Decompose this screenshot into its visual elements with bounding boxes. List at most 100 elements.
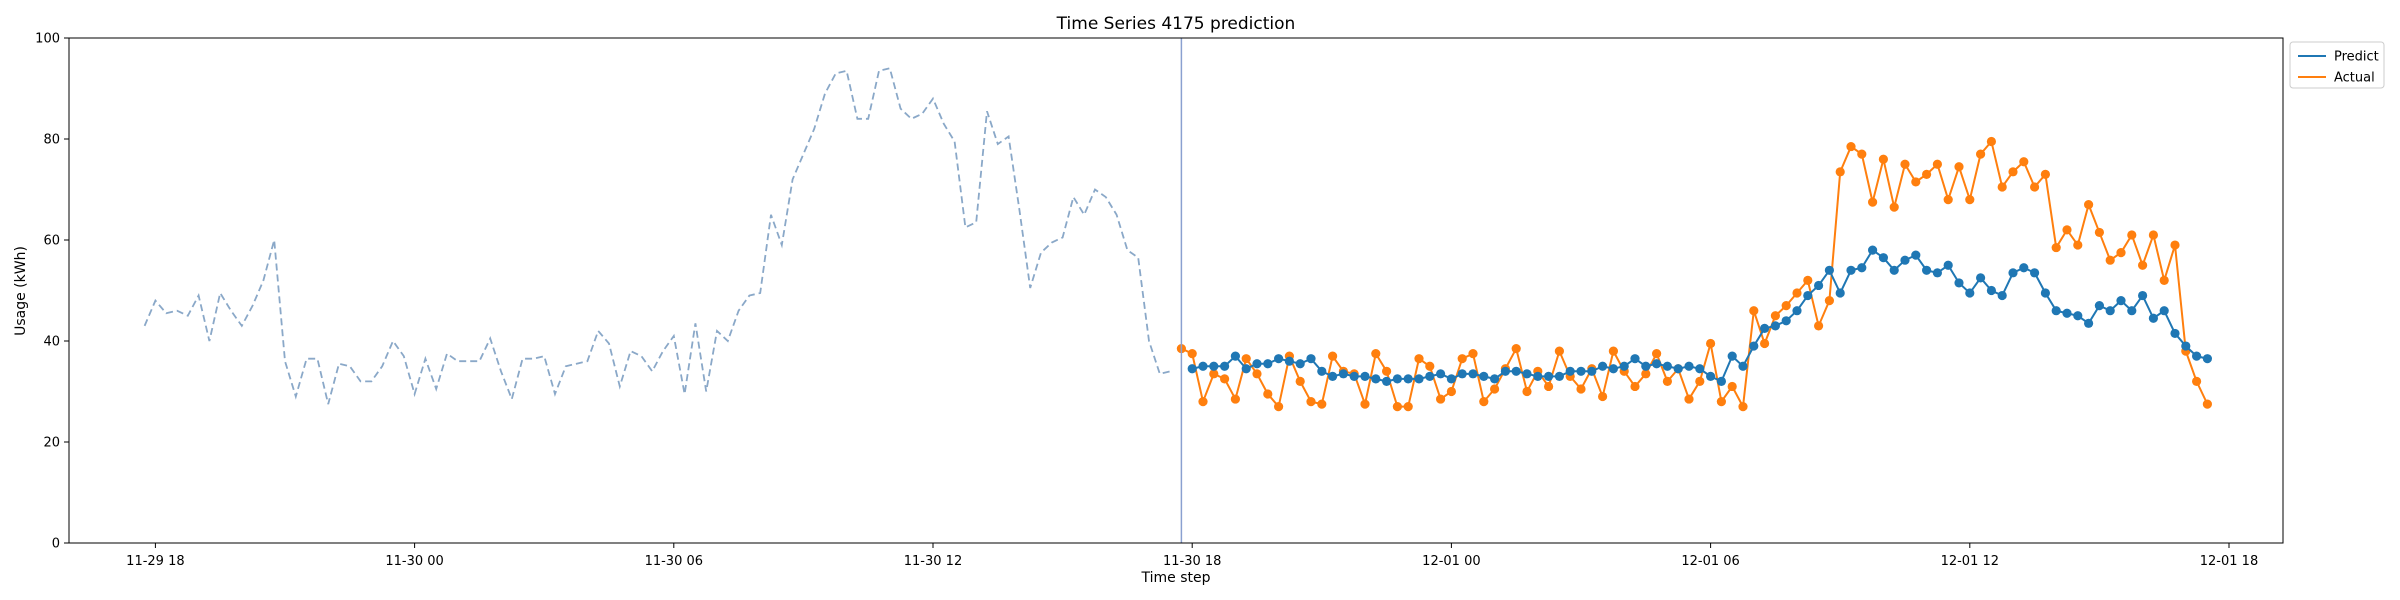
actual-series	[1176, 136, 2212, 412]
predict-point	[1446, 374, 1456, 384]
predict-line	[1191, 248, 2208, 383]
predict-point	[2030, 268, 2040, 278]
y-tick-label: 20	[43, 436, 60, 451]
actual-point	[2051, 242, 2061, 253]
actual-point	[1414, 354, 1424, 364]
actual-point	[1652, 349, 1662, 359]
actual-point	[1814, 321, 1824, 331]
actual-point	[1608, 346, 1618, 356]
predict-point	[1349, 371, 1359, 381]
legend-label: Predict	[2334, 50, 2379, 65]
predict-point	[1716, 376, 1726, 386]
predict-point	[1803, 290, 1813, 301]
actual-point	[1760, 338, 1770, 349]
predict-point	[2202, 354, 2212, 364]
predict-point	[1220, 361, 1230, 371]
y-tick-label: 0	[52, 537, 60, 552]
actual-point	[1598, 391, 1608, 402]
predict-point	[2062, 308, 2072, 318]
actual-point	[1382, 366, 1392, 376]
predict-point	[1576, 366, 1586, 376]
actual-point	[1868, 197, 1878, 207]
actual-point	[1911, 177, 1921, 187]
actual-point	[1997, 182, 2007, 192]
predict-point	[1889, 265, 1899, 275]
predict-point	[1598, 361, 1608, 371]
actual-point	[2062, 225, 2072, 235]
predict-point	[1360, 371, 1370, 381]
predict-point	[2138, 290, 2148, 301]
actual-point	[2148, 230, 2158, 240]
actual-point	[1824, 296, 1834, 306]
actual-point	[2084, 200, 2094, 210]
predict-point	[1770, 321, 1780, 331]
actual-point	[1662, 376, 1672, 386]
predict-point	[1749, 341, 1759, 351]
actual-point	[1738, 402, 1748, 412]
predict-point	[2105, 306, 2115, 316]
predict-point	[1652, 359, 1662, 369]
actual-point	[1274, 402, 1284, 412]
actual-point	[2138, 260, 2148, 270]
predict-point	[1490, 374, 1500, 384]
actual-point	[2019, 157, 2029, 167]
actual-point	[1803, 275, 1813, 285]
predict-point	[2181, 341, 2191, 351]
predict-point	[1792, 306, 1802, 316]
actual-point	[1511, 343, 1521, 354]
history-line	[143, 67, 1171, 405]
predict-point	[1544, 371, 1554, 381]
actual-point	[1425, 361, 1435, 371]
actual-point	[1706, 338, 1716, 349]
predict-point	[2159, 306, 2169, 316]
x-axis: 11-29 18 11-30 00 11-30 06 11-30 12 11-30 18…	[126, 543, 2258, 569]
x-tick-label: 11-30 18	[1163, 554, 1221, 569]
predict-point	[1522, 369, 1532, 379]
predict-point	[1878, 253, 1888, 263]
y-tick-label: 100	[35, 32, 60, 47]
predict-point	[1922, 265, 1932, 275]
actual-point	[1922, 169, 1932, 179]
predict-point	[1425, 371, 1435, 381]
legend-label: Actual	[2334, 71, 2375, 86]
predict-point	[1436, 369, 1446, 379]
actual-point	[1727, 381, 1737, 392]
x-tick-label: 11-30 12	[904, 554, 962, 569]
predict-point	[1371, 374, 1381, 384]
predict-point	[1662, 361, 1672, 371]
actual-point	[2094, 227, 2104, 238]
actual-point	[1295, 376, 1305, 386]
predict-point	[1457, 369, 1467, 379]
predict-point	[1241, 364, 1251, 374]
y-axis-label: Usage (kWh)	[13, 246, 29, 336]
actual-point	[1436, 394, 1446, 404]
predict-point	[1986, 285, 1996, 296]
actual-point	[1641, 369, 1651, 379]
actual-point	[1360, 399, 1370, 409]
actual-point	[1306, 397, 1316, 407]
actual-point	[1468, 349, 1478, 359]
actual-point	[1986, 136, 1996, 147]
x-tick-label: 12-01 06	[1681, 554, 1739, 569]
actual-point	[1187, 349, 1197, 359]
predict-point	[1403, 374, 1413, 384]
actual-point	[2073, 240, 2083, 250]
actual-point	[1792, 288, 1802, 298]
predict-point	[1306, 354, 1316, 364]
actual-point	[1479, 397, 1489, 407]
actual-point	[1749, 306, 1759, 316]
actual-point	[2127, 230, 2137, 240]
predict-point	[1814, 280, 1824, 291]
actual-point	[1900, 159, 1910, 169]
actual-point	[1403, 402, 1413, 412]
predict-point	[1900, 255, 1910, 265]
predict-point	[1857, 263, 1867, 273]
x-tick-label: 11-30 06	[645, 554, 703, 569]
actual-point	[1576, 384, 1586, 394]
actual-point	[1889, 202, 1899, 212]
predict-point	[1695, 364, 1705, 374]
actual-point	[2030, 182, 2040, 192]
actual-point	[1878, 154, 1888, 164]
history-series	[143, 67, 1171, 405]
